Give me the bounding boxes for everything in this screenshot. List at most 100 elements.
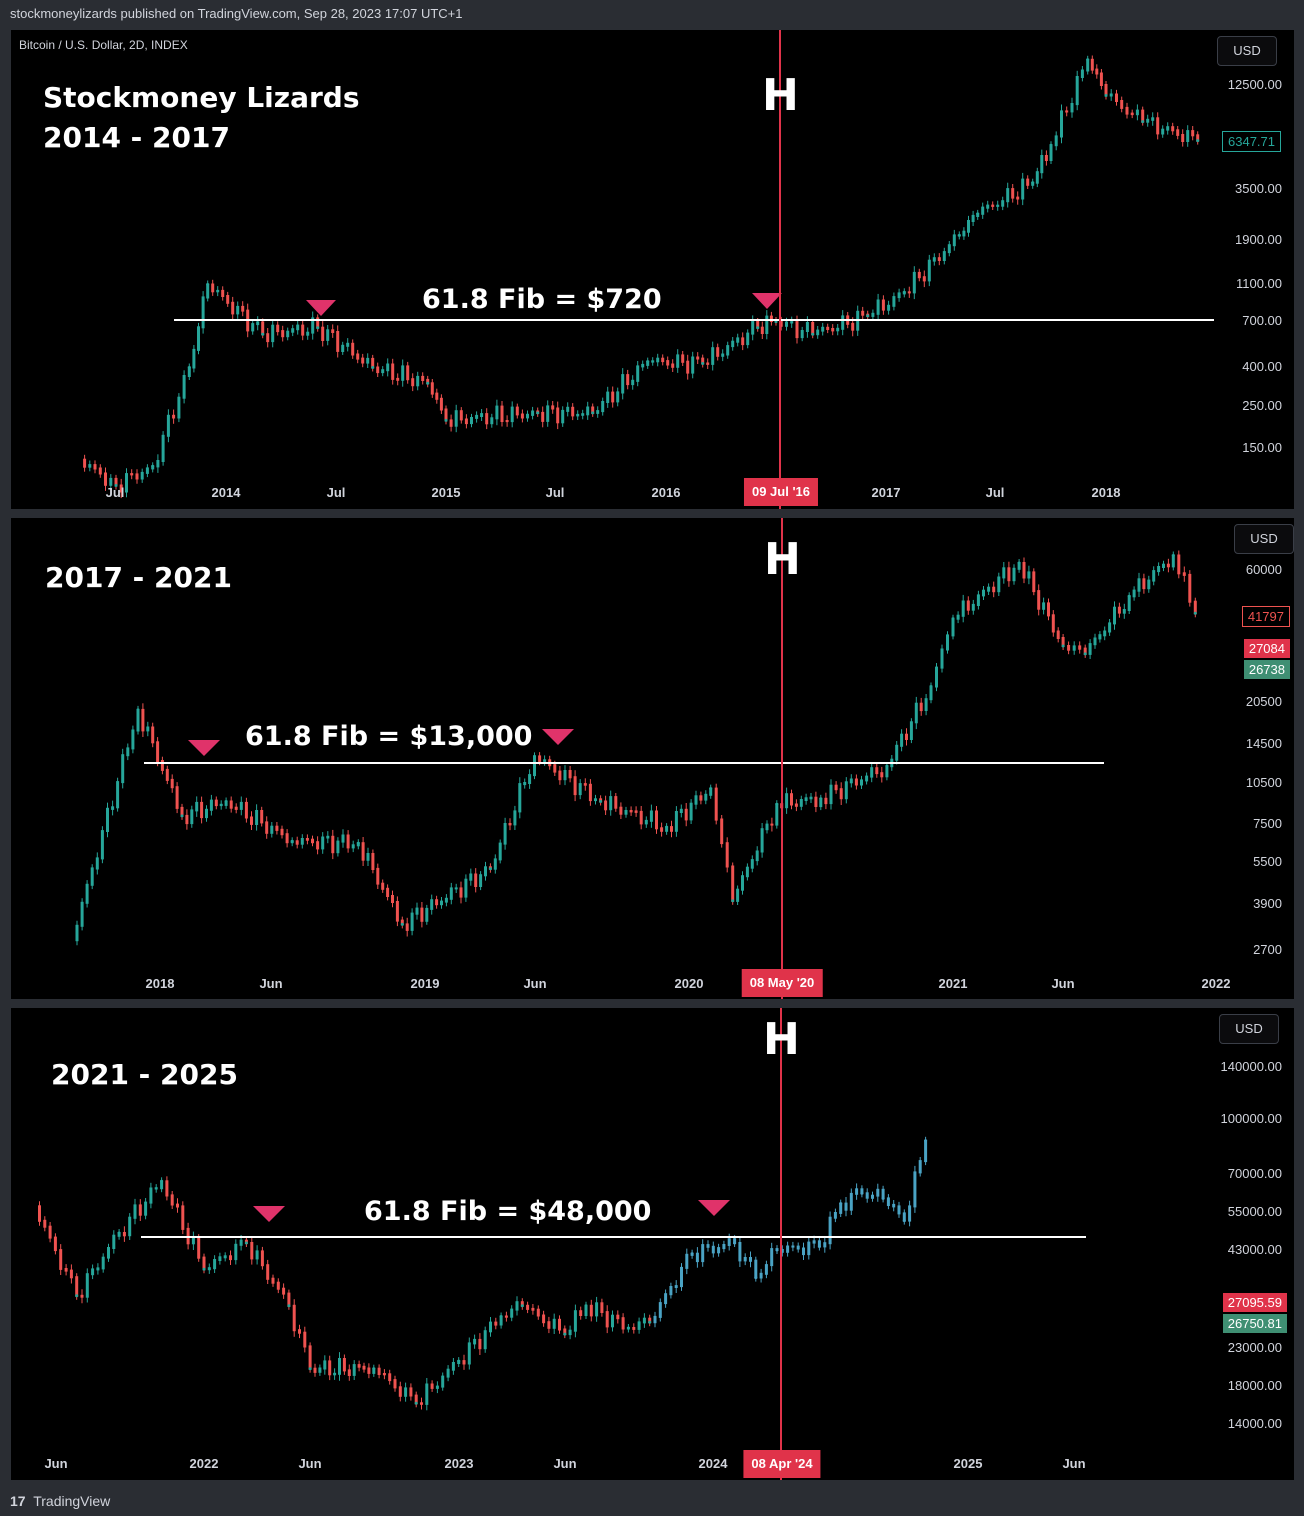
data-point xyxy=(1049,143,1053,147)
resistance-marker xyxy=(698,1200,730,1216)
resistance-marker xyxy=(752,293,782,309)
price-badge: 27095.59 xyxy=(1222,1293,1287,1312)
y-tick: 7500 xyxy=(1253,816,1282,831)
data-point xyxy=(1061,644,1065,648)
data-point xyxy=(976,212,980,216)
data-point xyxy=(756,326,760,330)
x-tick: 2022 xyxy=(1201,976,1231,991)
data-point xyxy=(244,1241,248,1245)
data-point xyxy=(1196,139,1200,143)
currency-button[interactable]: USD xyxy=(1217,36,1277,66)
halving-mark: H xyxy=(762,70,799,121)
x-tick: Jul xyxy=(326,485,346,500)
currency-button[interactable]: USD xyxy=(1234,524,1294,554)
data-point xyxy=(929,685,933,688)
data-point xyxy=(924,1139,928,1143)
panel-title-line-1: 2017 - 2021 xyxy=(45,561,232,594)
price-badge: 27084 xyxy=(1243,639,1290,658)
y-tick: 18000.00 xyxy=(1227,1378,1282,1393)
x-tick: Jul xyxy=(105,485,125,500)
data-point xyxy=(308,1367,312,1371)
panel-title-line-2: 2014 - 2017 xyxy=(43,121,230,154)
x-tick: Jun xyxy=(259,976,283,991)
data-point xyxy=(754,1276,758,1280)
data-point xyxy=(160,1179,164,1183)
data-point xyxy=(599,800,603,803)
resistance-marker xyxy=(253,1206,285,1222)
currency-button[interactable]: USD xyxy=(1219,1014,1279,1044)
x-tick: 2018 xyxy=(145,976,175,991)
data-point xyxy=(951,617,955,621)
data-point xyxy=(457,1359,461,1363)
y-tick: 5500 xyxy=(1253,854,1282,869)
price-series-1 xyxy=(83,55,1200,499)
data-point xyxy=(1171,554,1175,557)
y-tick: 12500.00 xyxy=(1227,77,1282,92)
y-tick: 10500 xyxy=(1245,775,1282,790)
data-point xyxy=(902,1219,906,1223)
y-tick: 20500 xyxy=(1245,694,1282,709)
tradingview-footer: 17 TradingView xyxy=(0,1486,1304,1516)
data-point xyxy=(591,411,595,415)
data-point xyxy=(499,1315,503,1318)
data-point xyxy=(1017,561,1021,565)
data-point xyxy=(839,1202,843,1206)
x-tick: 2025 xyxy=(953,1456,983,1471)
data-point xyxy=(1104,94,1108,97)
data-point xyxy=(811,332,815,336)
data-point xyxy=(180,814,184,818)
y-tick: 23000.00 xyxy=(1227,1340,1282,1355)
data-point xyxy=(584,1304,588,1308)
x-tick: Jun xyxy=(1051,976,1075,991)
data-point xyxy=(356,841,360,845)
data-point xyxy=(206,283,210,286)
price-badge: 26738 xyxy=(1243,660,1290,679)
data-point xyxy=(187,366,191,369)
data-point xyxy=(1141,120,1145,124)
y-tick: 3500.00 xyxy=(1235,181,1282,196)
x-tick: 2021 xyxy=(938,976,968,991)
data-point xyxy=(1193,611,1197,615)
x-tick: Jun xyxy=(523,976,547,991)
y-tick: 55000.00 xyxy=(1227,1204,1282,1219)
data-point xyxy=(775,1248,779,1252)
data-point xyxy=(261,332,265,336)
data-point xyxy=(1031,181,1035,185)
x-tick: 2015 xyxy=(431,485,461,500)
chart-canvas-2 xyxy=(75,518,1197,999)
x-tick: 2014 xyxy=(211,485,241,500)
y-tick: 14500 xyxy=(1245,736,1282,751)
chart-panel-2017-2021: USD 2017 - 2021 H 61.8 Fib = $13,000 600… xyxy=(11,518,1294,999)
data-point xyxy=(316,326,320,330)
symbol-label: Bitcoin / U.S. Dollar, 2D, INDEX xyxy=(19,38,188,52)
data-point xyxy=(444,418,448,422)
x-tick: 2024 xyxy=(698,1456,728,1471)
data-point xyxy=(287,1304,291,1308)
chart-canvas-1 xyxy=(83,30,1214,509)
x-tick: Jul xyxy=(545,485,565,500)
y-tick: 1900.00 xyxy=(1235,232,1282,247)
data-point xyxy=(1086,58,1090,62)
x-tick: 2018 xyxy=(1091,485,1121,500)
data-point xyxy=(1127,594,1131,598)
halving-mark: H xyxy=(764,534,801,585)
x-tick: 2016 xyxy=(651,485,681,500)
tradingview-logo-text: TradingView xyxy=(33,1493,111,1509)
data-point xyxy=(414,1401,418,1405)
halving-date-badge: 08 May '20 xyxy=(741,969,823,997)
data-point xyxy=(957,233,961,237)
data-point xyxy=(881,1196,885,1200)
x-tick: Jun xyxy=(44,1456,68,1471)
x-tick: Jun xyxy=(553,1456,577,1471)
price-series-3 xyxy=(38,1136,928,1411)
tradingview-logo-icon: 17 xyxy=(10,1493,26,1509)
y-tick: 100000.00 xyxy=(1220,1111,1282,1126)
halving-date-badge: 08 Apr '24 xyxy=(743,1450,821,1478)
data-point xyxy=(866,314,870,318)
data-point xyxy=(563,1332,567,1336)
data-point xyxy=(648,1320,652,1324)
data-point xyxy=(731,899,735,903)
data-point xyxy=(202,1267,206,1271)
data-point xyxy=(400,922,404,926)
y-tick: 60000 xyxy=(1245,562,1282,577)
